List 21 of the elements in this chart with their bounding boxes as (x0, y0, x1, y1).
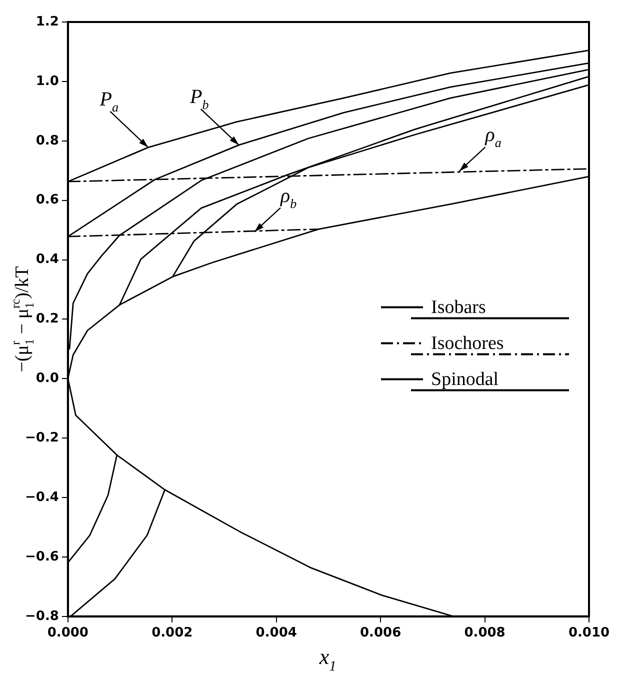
x-tick-label: 0.006 (360, 626, 402, 641)
x-tick-label: 0.010 (568, 626, 610, 641)
y-tick-label: 0.8 (36, 133, 59, 148)
y-tick-label: 1.2 (36, 14, 59, 30)
legend-label: Isochores (431, 333, 504, 354)
y-tick-label: 0.0 (36, 371, 59, 386)
y-tick-label: −0.4 (25, 490, 59, 505)
x-tick-label: 0.002 (152, 626, 193, 641)
y-tick-label: 1.0 (36, 74, 59, 89)
y-tick-label: −0.2 (25, 430, 59, 446)
x-tick-label: 0.004 (256, 626, 297, 641)
x-tick-label: 0.000 (47, 626, 88, 641)
y-axis-title: −(μ1r − μ1rc)/kT (8, 266, 37, 372)
y-tick-label: 0.6 (36, 192, 59, 208)
legend-label: Spinodal (431, 369, 499, 390)
legend-label: Isobars (431, 297, 486, 318)
y-tick-label: 0.2 (36, 312, 59, 327)
y-tick-label: −0.6 (25, 549, 59, 564)
x-tick-label: 0.008 (464, 626, 506, 641)
y-tick-label: 0.4 (36, 252, 59, 268)
y-tick-label: −0.8 (25, 608, 59, 624)
